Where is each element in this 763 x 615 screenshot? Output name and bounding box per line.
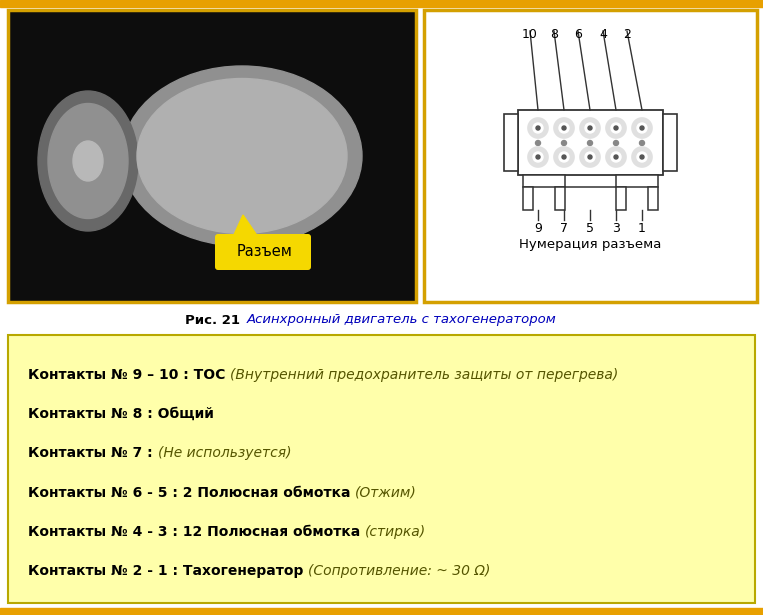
Text: 5: 5: [586, 222, 594, 235]
Text: 7: 7: [560, 222, 568, 235]
Bar: [8, 335, 755, 603]
Bar: [523, 187, 533, 210]
Circle shape: [536, 126, 540, 130]
Circle shape: [614, 155, 618, 159]
Bar: [648, 187, 658, 210]
Circle shape: [554, 118, 574, 138]
Ellipse shape: [122, 66, 362, 246]
Bar: [0, 0, 763, 7]
Circle shape: [585, 123, 595, 133]
Ellipse shape: [137, 79, 347, 234]
Text: 2: 2: [623, 28, 631, 41]
Text: 10: 10: [522, 28, 538, 41]
Bar: [0, 608, 763, 615]
Bar: [504, 114, 518, 171]
Text: 3: 3: [612, 222, 620, 235]
Circle shape: [528, 147, 548, 167]
Text: Контакты № 9 – 10 : ТОС: Контакты № 9 – 10 : ТОС: [28, 368, 230, 382]
Ellipse shape: [38, 91, 138, 231]
Text: Контакты № 8 : Общий: Контакты № 8 : Общий: [28, 407, 214, 421]
Bar: [518, 110, 663, 175]
Circle shape: [585, 152, 595, 162]
Text: 8: 8: [550, 28, 558, 41]
Circle shape: [632, 118, 652, 138]
Circle shape: [613, 140, 619, 146]
Text: Контакты № 6 - 5 : 2 Полюсная обмотка: Контакты № 6 - 5 : 2 Полюсная обмотка: [28, 486, 356, 500]
Circle shape: [580, 147, 600, 167]
Bar: [424, 10, 757, 302]
Circle shape: [640, 155, 644, 159]
Circle shape: [637, 123, 647, 133]
Text: (стирка): (стирка): [365, 525, 427, 539]
Polygon shape: [233, 215, 258, 237]
Circle shape: [588, 126, 592, 130]
Circle shape: [637, 152, 647, 162]
Circle shape: [562, 126, 566, 130]
Text: 9: 9: [534, 222, 542, 235]
Text: (Сопротивление: ~ 30 Ω): (Сопротивление: ~ 30 Ω): [308, 565, 491, 578]
Text: (Внутренний предохранитель защиты от перегрева): (Внутренний предохранитель защиты от пер…: [230, 368, 619, 382]
Bar: [8, 10, 416, 302]
Text: Разъем: Разъем: [237, 245, 293, 260]
Text: 4: 4: [599, 28, 607, 41]
Bar: [616, 187, 626, 210]
Circle shape: [536, 140, 540, 146]
Bar: [424, 10, 757, 302]
Ellipse shape: [73, 141, 103, 181]
Circle shape: [562, 140, 566, 146]
Bar: [8, 10, 416, 302]
Circle shape: [536, 155, 540, 159]
Circle shape: [554, 147, 574, 167]
Circle shape: [639, 140, 645, 146]
Text: (Отжим): (Отжим): [356, 486, 417, 500]
Bar: [523, 175, 565, 187]
Circle shape: [611, 123, 621, 133]
Text: Рис. 21: Рис. 21: [185, 314, 245, 327]
Circle shape: [632, 147, 652, 167]
Circle shape: [559, 123, 569, 133]
Circle shape: [640, 126, 644, 130]
FancyBboxPatch shape: [215, 234, 311, 270]
Text: Контакты № 4 - 3 : 12 Полюсная обмотка: Контакты № 4 - 3 : 12 Полюсная обмотка: [28, 525, 365, 539]
Text: (Не используется): (Не используется): [157, 446, 291, 461]
Circle shape: [606, 147, 626, 167]
Circle shape: [533, 152, 543, 162]
Circle shape: [580, 118, 600, 138]
Circle shape: [611, 152, 621, 162]
Text: Асинхронный двигатель с тахогенератором: Асинхронный двигатель с тахогенератором: [247, 314, 557, 327]
Circle shape: [588, 140, 593, 146]
Bar: [555, 187, 565, 210]
Text: Контакты № 7 :: Контакты № 7 :: [28, 446, 157, 461]
Circle shape: [562, 155, 566, 159]
Bar: [663, 114, 677, 171]
Bar: [616, 175, 658, 187]
Ellipse shape: [48, 103, 128, 218]
Text: Нумерация разъема: Нумерация разъема: [519, 238, 662, 251]
Text: 1: 1: [638, 222, 646, 235]
Circle shape: [533, 123, 543, 133]
Circle shape: [614, 126, 618, 130]
Text: Контакты № 2 - 1 : Тахогенератор: Контакты № 2 - 1 : Тахогенератор: [28, 565, 308, 578]
Circle shape: [559, 152, 569, 162]
Circle shape: [606, 118, 626, 138]
Text: 6: 6: [574, 28, 582, 41]
Circle shape: [588, 155, 592, 159]
Circle shape: [528, 118, 548, 138]
